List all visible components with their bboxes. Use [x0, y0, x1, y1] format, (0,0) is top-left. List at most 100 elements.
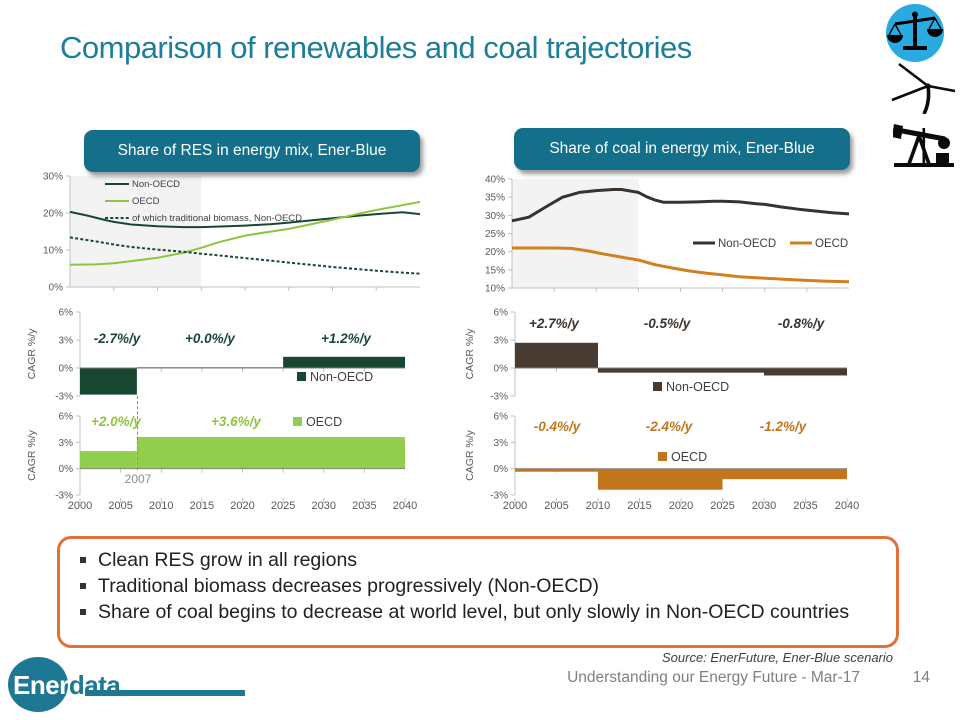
svg-text:+2.7%/y: +2.7%/y	[529, 316, 580, 331]
svg-text:Non-OECD: Non-OECD	[666, 380, 729, 394]
svg-text:-0.5%/y: -0.5%/y	[644, 316, 692, 331]
bullet-item: Share of coal begins to decrease at worl…	[78, 599, 880, 625]
source-note: Source: EnerFuture, Ener-Blue scenario	[662, 650, 893, 665]
svg-text:-1.2%/y: -1.2%/y	[760, 419, 808, 434]
svg-text:0%: 0%	[59, 364, 74, 375]
svg-text:OECD: OECD	[815, 238, 848, 250]
svg-text:0%: 0%	[494, 464, 509, 475]
svg-text:-0.4%/y: -0.4%/y	[534, 419, 582, 434]
divider-2007-line	[137, 396, 138, 470]
svg-text:3%: 3%	[59, 438, 74, 449]
svg-text:of which traditional biomass,: of which traditional biomass, Non-OECD	[132, 213, 302, 224]
divider-2007-label: 2007	[124, 472, 152, 486]
svg-text:+0.0%/y: +0.0%/y	[185, 331, 236, 346]
svg-text:30%: 30%	[43, 172, 63, 183]
svg-text:2040: 2040	[393, 500, 417, 512]
bullet-item: Traditional biomass decreases progressiv…	[78, 573, 880, 599]
svg-text:2020: 2020	[669, 500, 693, 512]
res-chart-header: Share of RES in energy mix, Ener-Blue	[84, 130, 420, 172]
slide-title: Comparison of renewables and coal trajec…	[60, 30, 692, 65]
summary-box: Clean RES grow in all regions Traditiona…	[57, 536, 899, 648]
svg-text:2000: 2000	[503, 500, 527, 512]
svg-text:-2.4%/y: -2.4%/y	[646, 419, 694, 434]
svg-text:6%: 6%	[494, 308, 509, 319]
svg-text:2035: 2035	[352, 500, 376, 512]
bullet-item: Clean RES grow in all regions	[78, 547, 880, 573]
svg-text:+3.6%/y: +3.6%/y	[211, 414, 262, 429]
svg-text:2040: 2040	[835, 500, 859, 512]
svg-text:+1.2%/y: +1.2%/y	[321, 331, 372, 346]
svg-text:20%: 20%	[43, 209, 63, 220]
svg-text:Non-OECD: Non-OECD	[310, 370, 373, 384]
bullet-square-icon	[80, 557, 86, 563]
svg-text:25%: 25%	[485, 229, 505, 240]
res-line-chart: 0% 10% 20% 30% Non-OECD OECD of which traditio…	[43, 172, 421, 294]
svg-text:2025: 2025	[710, 500, 734, 512]
svg-text:OECD: OECD	[306, 415, 342, 429]
coal-line-chart: 10% 15% 20% 25% 30% 35% 40% Non-OECD OECD	[485, 175, 850, 295]
svg-text:2005: 2005	[108, 500, 132, 512]
svg-text:40%: 40%	[485, 175, 505, 186]
svg-text:OECD: OECD	[671, 450, 707, 464]
svg-text:Non-OECD: Non-OECD	[132, 179, 180, 190]
logo-underline	[85, 690, 245, 696]
svg-text:2015: 2015	[627, 500, 651, 512]
svg-text:Non-OECD: Non-OECD	[718, 238, 776, 250]
svg-text:2020: 2020	[230, 500, 254, 512]
svg-text:10%: 10%	[43, 246, 63, 257]
svg-text:+2.0%/y: +2.0%/y	[91, 414, 142, 429]
bullet-text: Clean RES grow in all regions	[98, 549, 358, 571]
svg-text:2015: 2015	[190, 500, 214, 512]
svg-text:OECD: OECD	[132, 196, 160, 207]
res-cagr-nonoecd-chart: 6% 3% 0% -3% -2.7%/y +0.0%/y +1.2%/y Non-OECD CA…	[26, 308, 405, 403]
svg-text:3%: 3%	[494, 336, 509, 347]
svg-text:0%: 0%	[59, 464, 74, 475]
svg-text:2010: 2010	[586, 500, 610, 512]
svg-text:35%: 35%	[485, 193, 505, 204]
svg-text:20%: 20%	[485, 247, 505, 258]
svg-text:-3%: -3%	[490, 392, 508, 403]
footer-subtitle: Understanding our Energy Future - Mar-17	[567, 669, 860, 686]
svg-text:-0.8%/y: -0.8%/y	[778, 316, 826, 331]
logo-text-ener: Ener	[13, 670, 69, 700]
svg-text:CAGR %/y: CAGR %/y	[26, 429, 38, 481]
svg-text:6%: 6%	[59, 308, 74, 319]
svg-text:2035: 2035	[793, 500, 817, 512]
svg-text:2030: 2030	[312, 500, 336, 512]
wind-turbine-icon	[884, 60, 958, 115]
svg-text:-2.7%/y: -2.7%/y	[94, 331, 142, 346]
svg-text:2025: 2025	[271, 500, 295, 512]
svg-text:3%: 3%	[494, 438, 509, 449]
coal-chart-header: Share of coal in energy mix, Ener-Blue	[514, 128, 850, 170]
svg-text:-3%: -3%	[55, 392, 73, 403]
bullet-text: Share of coal begins to decrease at worl…	[98, 601, 850, 623]
bullet-text: Traditional biomass decreases progressiv…	[98, 575, 600, 597]
res-cagr-oecd-chart: 6% 3% 0% -3% +2.0%/y +3.6%/y OECD CAGR %/y 2000 2…	[26, 412, 417, 513]
svg-text:2000: 2000	[68, 500, 92, 512]
svg-text:6%: 6%	[494, 412, 509, 423]
svg-text:CAGR %/y: CAGR %/y	[464, 429, 476, 481]
enerdata-logo-ellipse	[8, 657, 68, 712]
svg-text:10%: 10%	[485, 284, 505, 295]
coal-chart-header-label: Share of coal in energy mix, Ener-Blue	[549, 139, 815, 157]
svg-text:15%: 15%	[485, 265, 505, 276]
svg-text:6%: 6%	[59, 412, 74, 423]
svg-text:2005: 2005	[544, 500, 568, 512]
svg-text:-3%: -3%	[55, 491, 73, 502]
bullet-square-icon	[80, 583, 86, 589]
svg-text:30%: 30%	[485, 211, 505, 222]
svg-text:3%: 3%	[59, 336, 74, 347]
svg-text:2010: 2010	[149, 500, 173, 512]
oil-pump-icon	[892, 115, 955, 168]
svg-text:0%: 0%	[49, 283, 64, 294]
enerdata-logo: Enerdata	[13, 670, 121, 701]
svg-text:CAGR %/y: CAGR %/y	[26, 328, 38, 380]
coal-cagr-nonoecd-chart: 6% 3% 0% -3% +2.7%/y -0.5%/y -0.8%/y Non-OECD CA…	[464, 308, 847, 403]
res-chart-header-label: Share of RES in energy mix, Ener-Blue	[117, 141, 387, 159]
svg-text:0%: 0%	[494, 364, 509, 375]
svg-text:-3%: -3%	[490, 491, 508, 502]
svg-text:2030: 2030	[752, 500, 776, 512]
scales-icon	[886, 4, 944, 62]
svg-text:CAGR %/y: CAGR %/y	[464, 328, 476, 380]
page-number: 14	[912, 669, 930, 686]
